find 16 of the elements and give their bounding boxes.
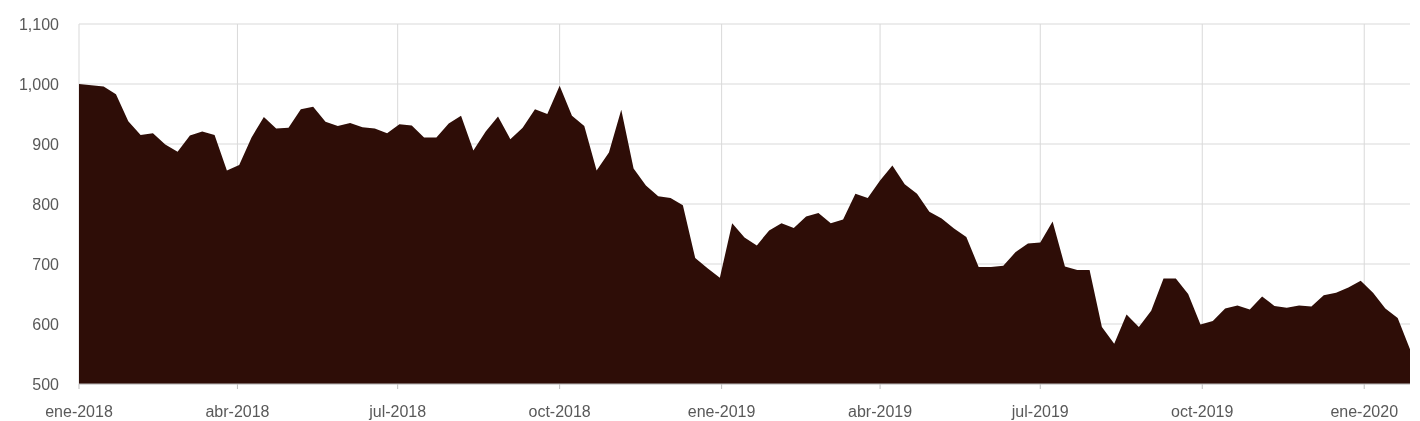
y-tick-label: 1,100 <box>18 15 60 33</box>
y-tick-label: 600 <box>32 315 60 333</box>
x-tick-label: oct-2019 <box>1171 403 1234 420</box>
y-tick-label: 800 <box>32 195 60 213</box>
x-tick-label: ene-2019 <box>687 403 756 420</box>
y-tick-label: 700 <box>32 255 60 273</box>
x-tick-label: jul-2018 <box>368 403 427 420</box>
x-tick-label: ene-2018 <box>45 403 113 420</box>
y-tick-label: 1,000 <box>18 75 60 93</box>
x-tick-label: oct-2018 <box>528 403 591 420</box>
x-tick-label: abr-2019 <box>848 403 913 420</box>
y-tick-label: 900 <box>32 135 60 153</box>
x-tick-label: jul-2019 <box>1010 403 1069 420</box>
x-tick-label: ene-2020 <box>1330 403 1399 420</box>
y-tick-label: 500 <box>32 375 60 393</box>
x-tick-label: abr-2018 <box>205 403 270 420</box>
